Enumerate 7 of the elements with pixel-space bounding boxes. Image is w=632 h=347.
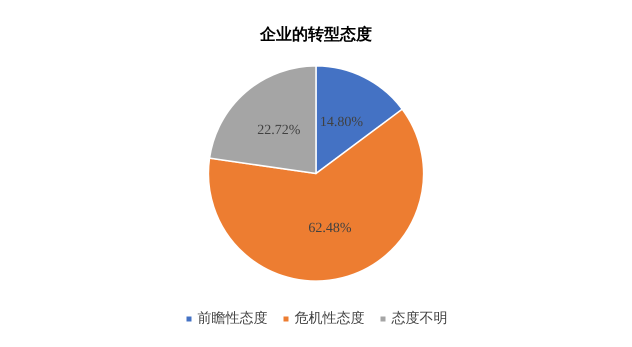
chart-title: 企业的转型态度: [259, 24, 372, 44]
data-label: 14.80%: [320, 115, 364, 130]
data-label: 22.72%: [257, 123, 301, 138]
data-label: 62.48%: [308, 221, 352, 236]
legend-label: 态度不明: [390, 310, 448, 326]
legend-label: 前瞻性态度: [198, 310, 268, 326]
legend-label: 危机性态度: [294, 310, 364, 326]
